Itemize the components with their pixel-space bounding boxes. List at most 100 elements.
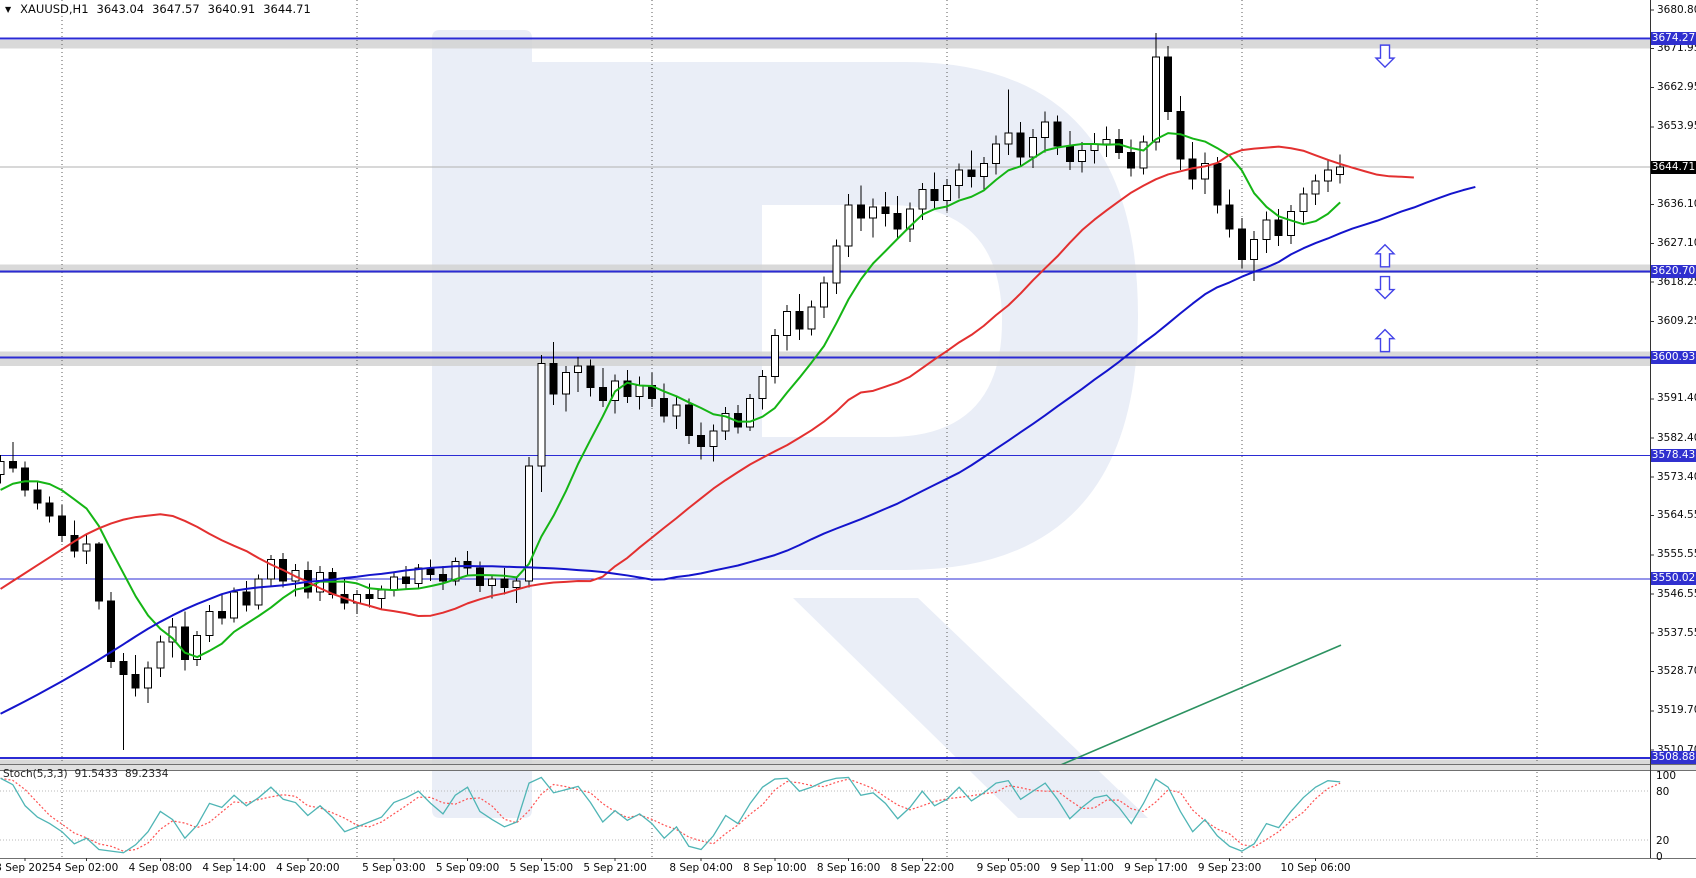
time-axis-label: 8 Sep 16:00 — [816, 862, 881, 874]
candle — [230, 591, 239, 619]
candle — [180, 626, 189, 661]
candle — [1016, 132, 1025, 158]
candle — [45, 502, 54, 517]
candle — [1237, 228, 1246, 260]
candle — [942, 184, 951, 202]
candle — [672, 404, 681, 417]
candle — [217, 611, 226, 619]
candle — [930, 189, 939, 202]
price-level-badge: 3620.70 — [1651, 264, 1696, 278]
stoch-d-value: 89.2334 — [124, 768, 169, 780]
candle — [709, 430, 718, 447]
candle — [574, 365, 583, 373]
slow-ma-line[interactable] — [0, 185, 1476, 715]
candle — [1114, 139, 1123, 154]
down-arrow-icon[interactable] — [1374, 275, 1396, 300]
time-axis-label: 3 Sep 2025 — [0, 862, 56, 874]
price-tick-label: 3582.40 — [1657, 431, 1696, 444]
candle — [1028, 136, 1037, 158]
mid-ma-line[interactable] — [0, 145, 1414, 618]
stoch-level-label: 0 — [1656, 851, 1663, 863]
up-arrow-icon[interactable] — [1374, 243, 1396, 268]
symbol-title: XAUUSD,H1 — [20, 2, 89, 16]
sr-zone-band — [0, 264, 1650, 273]
candle — [537, 363, 546, 467]
candle — [254, 578, 263, 606]
candle — [893, 213, 902, 230]
candle — [1151, 56, 1160, 143]
candle — [1065, 145, 1074, 162]
candle — [1004, 132, 1013, 145]
candle — [525, 465, 534, 582]
candle — [906, 208, 915, 230]
candle — [119, 661, 128, 676]
candle — [721, 413, 730, 432]
down-arrow-icon[interactable] — [1374, 44, 1396, 69]
symbol-dropdown-icon[interactable]: ▼ — [5, 4, 12, 14]
candle — [328, 572, 337, 595]
time-axis-label: 4 Sep 08:00 — [128, 862, 193, 874]
candle — [266, 558, 275, 580]
price-tick-label: 3564.55 — [1657, 509, 1696, 522]
candle — [488, 578, 497, 587]
time-axis-label: 8 Sep 22:00 — [890, 862, 954, 874]
price-axis[interactable]: 3680.80 3671.95 3662.95 3653.95 3636.10 3627.… — [1650, 0, 1696, 878]
candle — [844, 204, 853, 247]
time-axis-label: 8 Sep 04:00 — [669, 862, 733, 874]
current-price-badge: 3644.71 — [1651, 160, 1696, 174]
stoch-name: Stoch(5,3,3) — [3, 768, 68, 780]
trendline[interactable] — [1055, 644, 1342, 768]
time-axis-label: 9 Sep 23:00 — [1197, 862, 1262, 874]
candle — [1225, 204, 1234, 230]
candle — [635, 384, 644, 397]
candle — [549, 363, 558, 395]
stoch-main-line[interactable] — [0, 776, 1341, 854]
panel-separator[interactable] — [0, 764, 1696, 771]
candle — [107, 600, 116, 663]
broker-logo-watermark — [432, 30, 1148, 818]
price-tick-label: 3555.55 — [1657, 548, 1696, 561]
candle — [389, 576, 398, 591]
ohlc-low: 3640.91 — [207, 2, 256, 16]
time-axis-label: 10 Sep 06:00 — [1280, 862, 1351, 874]
time-axis-label: 5 Sep 15:00 — [509, 862, 573, 874]
candle — [1053, 121, 1062, 147]
candle — [979, 163, 988, 178]
stoch-k-value: 91.5433 — [74, 768, 118, 780]
time-axis-label: 8 Sep 10:00 — [743, 862, 807, 874]
candle — [242, 591, 251, 606]
candle — [463, 561, 472, 569]
fast-ma-line[interactable] — [0, 132, 1341, 659]
candle — [758, 376, 767, 399]
candle — [82, 543, 91, 552]
price-tick-label: 3618.25 — [1657, 275, 1696, 288]
candle — [598, 387, 607, 402]
candle — [512, 580, 521, 589]
candle — [1164, 56, 1173, 112]
sr-zone-band — [0, 351, 1650, 366]
candle — [955, 169, 964, 186]
candle — [414, 567, 423, 584]
candle — [131, 674, 140, 689]
stoch-signal-line[interactable] — [0, 777, 1341, 852]
candle — [918, 189, 927, 210]
time-axis-label: 4 Sep 14:00 — [202, 862, 266, 874]
price-tick-label: 3537.55 — [1657, 626, 1696, 639]
time-axis-label: 4 Sep 20:00 — [276, 862, 340, 874]
price-tick-label: 3671.95 — [1657, 42, 1696, 54]
candle — [21, 467, 30, 491]
candle — [1299, 193, 1308, 212]
candle — [770, 334, 779, 378]
price-tick-label: 3609.25 — [1657, 314, 1696, 327]
time-axis[interactable]: 3 Sep 2025 4 Sep 02:00 4 Sep 08:00 4 Sep 14… — [0, 860, 1650, 878]
price-level-badge: 3674.27 — [1651, 31, 1696, 45]
price-tick-label: 3636.10 — [1657, 197, 1696, 210]
candle — [156, 641, 165, 669]
up-arrow-icon[interactable] — [1374, 328, 1396, 353]
candle — [586, 365, 595, 389]
chart-header: ▼ XAUUSD,H1 3643.04 3647.57 3640.91 3644… — [5, 2, 311, 16]
time-axis-label: 5 Sep 09:00 — [435, 862, 500, 874]
candle — [426, 567, 435, 576]
stoch-level-label: 20 — [1656, 834, 1670, 847]
